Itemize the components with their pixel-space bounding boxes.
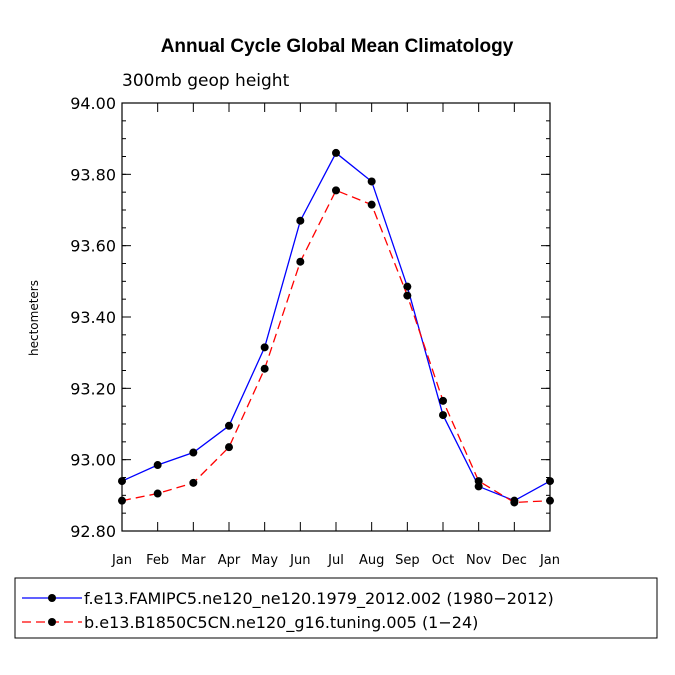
legend-marker-1: [48, 594, 56, 602]
x-tick-label: Jul: [327, 553, 344, 568]
series-1-point: [153, 461, 162, 470]
x-tick-label: Jan: [539, 553, 560, 568]
legend-label-2: b.e13.B1850C5CN.ne120_g16.tuning.005 (1−…: [84, 613, 478, 633]
chart-subtitle: 300mb geop height: [122, 71, 290, 91]
series-2-point: [189, 478, 198, 487]
series-2-point: [225, 443, 233, 452]
series-1-point: [189, 448, 198, 457]
chart-title: Annual Cycle Global Mean Climatology: [161, 36, 514, 57]
series-2-point: [439, 396, 447, 405]
x-tick-label: Jan: [111, 553, 132, 568]
y-axis-label: hectometers: [27, 280, 41, 356]
series-1-point: [332, 148, 340, 157]
legend-marker-2: [48, 618, 56, 626]
series-1-point: [403, 282, 412, 291]
series-1-point: [225, 421, 233, 430]
x-tick-labels: Jan Feb Mar Apr May Jun Jul Aug Sep Oct Nov Dec Jan: [111, 553, 560, 568]
axis-ticks: [121, 102, 551, 532]
series-1-point: [260, 343, 269, 352]
series-1-point: [439, 411, 447, 420]
series-2-point: [546, 496, 554, 505]
y-tick-label: 93.60: [70, 237, 116, 256]
series-2-point: [296, 257, 305, 266]
series-2-point: [153, 489, 162, 498]
x-tick-label: Apr: [218, 553, 241, 568]
plot-frame: [121, 102, 551, 532]
x-tick-label: Aug: [359, 553, 384, 568]
series-2-point: [510, 498, 519, 507]
series-2-point: [403, 291, 412, 300]
y-tick-label: 92.80: [70, 522, 116, 541]
x-tick-label: Mar: [181, 553, 206, 568]
series-1-point: [367, 177, 376, 186]
x-tick-label: Sep: [395, 553, 420, 568]
x-tick-label: Jun: [289, 553, 310, 568]
y-tick-label: 93.20: [70, 379, 116, 398]
x-tick-label: Dec: [502, 553, 527, 568]
legend: f.e13.FAMIPC5.ne120_ne120.1979_2012.002 …: [22, 589, 554, 633]
y-tick-label: 93.80: [70, 165, 116, 184]
y-tick-label: 94.00: [70, 94, 116, 113]
series-lines: [118, 148, 554, 507]
y-tick-labels: 92.80 93.00 93.20 93.40 93.60 93.80 94.00: [70, 94, 116, 541]
x-tick-label: Oct: [432, 553, 454, 568]
x-tick-label: Nov: [466, 553, 492, 568]
series-2-point: [260, 364, 269, 373]
series-2-point: [474, 477, 483, 486]
series-1-point: [118, 477, 126, 486]
legend-box: [14, 577, 658, 639]
series-1-point: [546, 477, 554, 486]
legend-label-1: f.e13.FAMIPC5.ne120_ne120.1979_2012.002 …: [84, 589, 554, 609]
x-tick-label: Feb: [146, 553, 169, 568]
y-tick-label: 93.40: [70, 308, 116, 327]
series-line-1: [121, 151, 551, 502]
series-2-point: [118, 496, 126, 505]
series-2-point: [367, 200, 376, 209]
series-2-point: [332, 186, 340, 195]
x-tick-label: May: [251, 553, 278, 568]
series-1-point: [296, 216, 305, 225]
y-tick-label: 93.00: [70, 451, 116, 470]
